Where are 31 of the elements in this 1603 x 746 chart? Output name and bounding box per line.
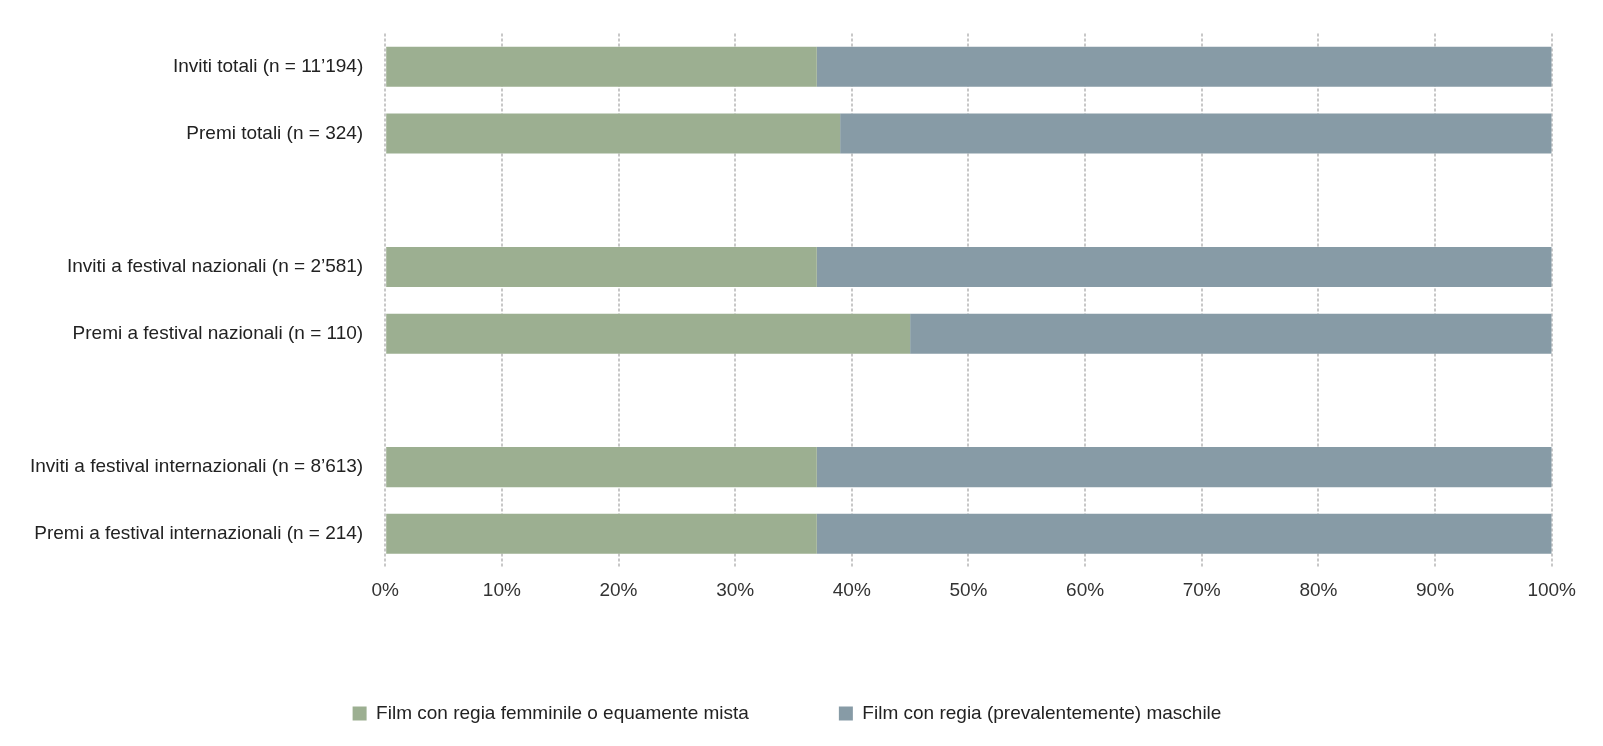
bar xyxy=(386,113,841,154)
bar xyxy=(816,513,1552,554)
legend-label: Film con regia femminile o equamente mista xyxy=(376,701,750,723)
bar xyxy=(816,46,1552,87)
bar xyxy=(386,46,817,87)
x-tick-label: 70% xyxy=(1182,578,1221,600)
bar xyxy=(386,246,817,287)
x-tick-label: 30% xyxy=(716,578,755,600)
y-tick-label: Inviti totali (n = 11’194) xyxy=(172,55,364,76)
y-tick-label: Inviti a festival nazionali (n = 2’581) xyxy=(66,255,364,277)
bar xyxy=(386,447,817,488)
x-tick-label: 0% xyxy=(371,578,400,600)
x-tick-label: 20% xyxy=(599,578,638,600)
bar xyxy=(816,447,1552,488)
bar xyxy=(910,313,1552,354)
y-tick-label: Premi a festival nazionali (n = 110) xyxy=(72,321,364,343)
legend-label: Film con regia (prevalentemente) maschile xyxy=(862,701,1222,723)
x-tick-label: 40% xyxy=(832,578,871,600)
x-tick-label: 50% xyxy=(949,578,988,600)
y-tick-label: Inviti a festival internazionali (n = 8’613) xyxy=(29,455,364,477)
x-tick-label: 10% xyxy=(482,578,521,600)
bar xyxy=(816,246,1552,287)
x-tick-label: 80% xyxy=(1299,578,1338,600)
y-tick-label: Premi totali (n = 324) xyxy=(186,121,364,143)
bar xyxy=(386,313,911,354)
bar xyxy=(386,513,817,554)
bar xyxy=(840,113,1552,154)
x-tick-label: 90% xyxy=(1416,578,1455,600)
x-tick-label: 100% xyxy=(1527,578,1577,600)
x-tick-label: 60% xyxy=(1066,578,1105,600)
y-tick-label: Premi a festival internazionali (n = 214) xyxy=(34,522,364,544)
